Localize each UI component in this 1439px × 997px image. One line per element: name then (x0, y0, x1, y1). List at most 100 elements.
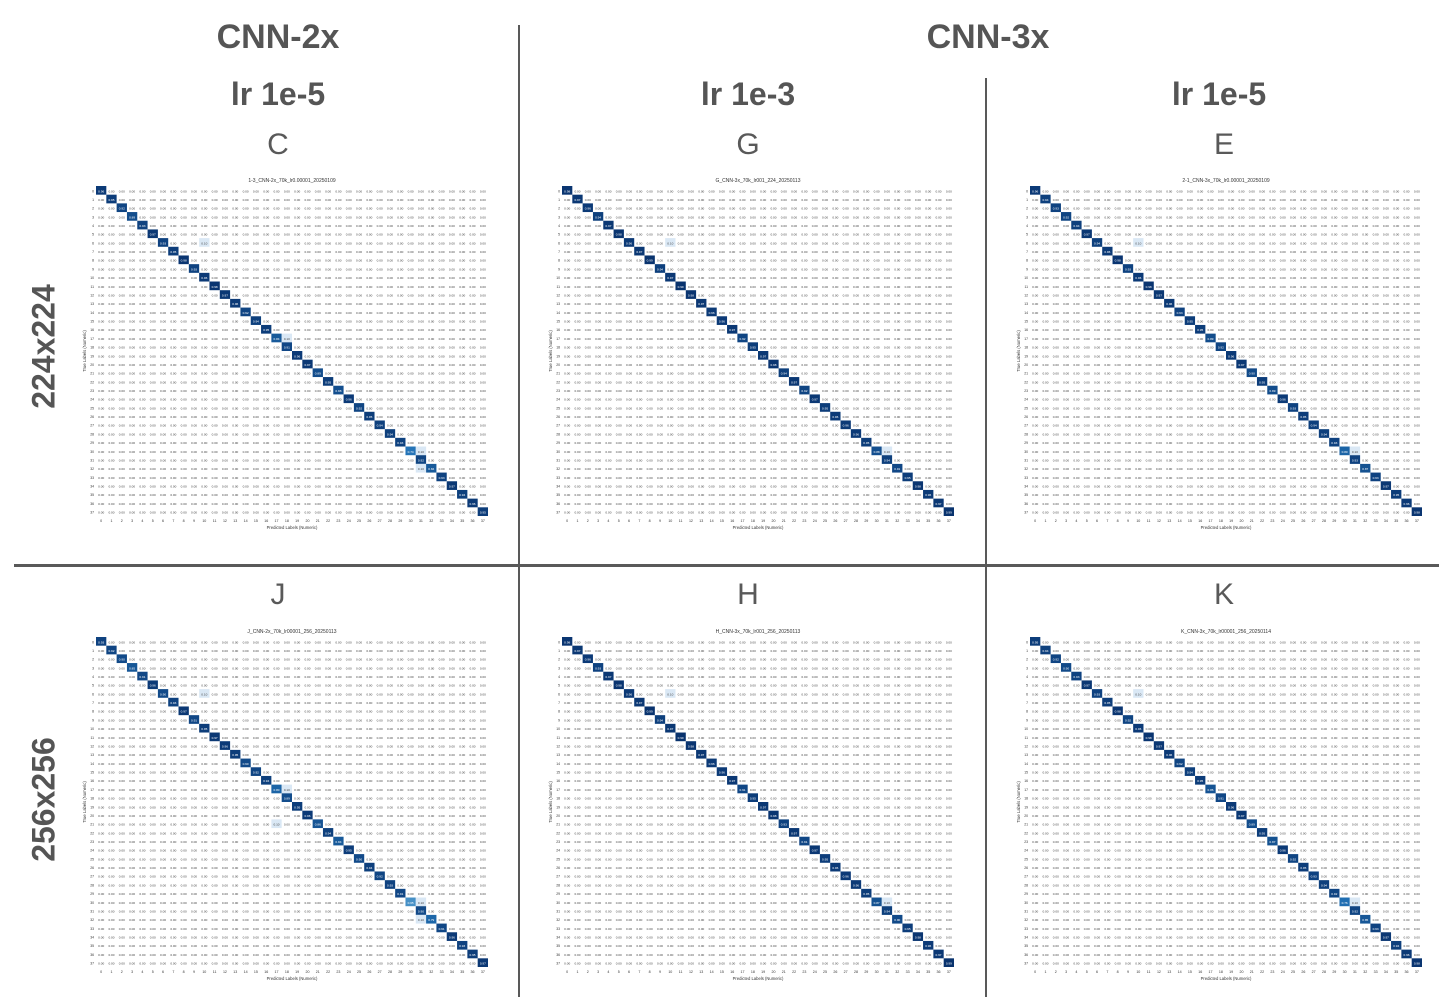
cell-value: 0.00 (170, 424, 176, 428)
cell-value: 0.00 (418, 250, 424, 254)
cell-value: 0.00 (1269, 346, 1275, 350)
cell-value: 0.00 (315, 293, 321, 297)
x-tick-label: 22 (792, 519, 796, 523)
cell-value: 0.00 (119, 320, 125, 324)
cell-value: 0.00 (315, 224, 321, 228)
y-tick-label: 20 (556, 363, 560, 367)
cell-value: 0.00 (243, 511, 249, 515)
cell-value: 0.00 (294, 198, 300, 202)
cell-value: 0.00 (1146, 267, 1152, 271)
cell-value: 0.00 (98, 675, 104, 679)
cell-value: 0.00 (366, 233, 372, 237)
cell-value: 0.00 (574, 215, 580, 219)
cell-value: 0.00 (905, 346, 911, 350)
cell-value: 0.98 (770, 363, 776, 367)
cell-value: 0.00 (1352, 293, 1358, 297)
cell-value: 0.00 (925, 424, 931, 428)
cell-value: 0.00 (449, 511, 455, 515)
cell-value: 0.00 (1104, 198, 1110, 202)
cell-value: 0.00 (636, 511, 642, 515)
cell-value: 0.00 (1383, 285, 1389, 289)
cell-value: 0.00 (740, 320, 746, 324)
cell-value: 0.00 (253, 658, 259, 662)
cell-value: 0.00 (1084, 293, 1090, 297)
cell-value: 0.00 (1352, 363, 1358, 367)
cell-value: 0.00 (678, 493, 684, 497)
cell-value: 0.00 (874, 389, 880, 393)
cell-value: 0.00 (874, 424, 880, 428)
cell-value: 0.00 (304, 666, 310, 670)
cell-value: 0.94 (657, 267, 663, 271)
cell-value: 0.00 (946, 389, 952, 393)
cell-value: 0.00 (377, 692, 383, 696)
cell-value: 0.00 (346, 476, 352, 480)
cell-value: 0.00 (616, 198, 622, 202)
cell-value: 0.00 (750, 406, 756, 410)
cell-value: 0.00 (274, 320, 280, 324)
cell-value: 0.00 (1187, 233, 1193, 237)
cell-value: 0.00 (626, 320, 632, 324)
cell-value: 0.00 (315, 233, 321, 237)
cell-value: 0.00 (1249, 293, 1255, 297)
cell-value: 0.00 (480, 189, 486, 193)
cell-value: 0.00 (1414, 415, 1420, 419)
cell-value: 0.00 (770, 380, 776, 384)
cell-value: 0.00 (1125, 354, 1131, 358)
cell-value: 0.00 (657, 450, 663, 454)
diagonal-cell (426, 463, 437, 473)
cell-value: 0.00 (1073, 346, 1079, 350)
cell-value: 0.00 (428, 389, 434, 393)
cell-value: 0.00 (201, 649, 207, 653)
cell-value: 0.00 (812, 241, 818, 245)
cell-value: 0.00 (170, 363, 176, 367)
cell-value: 0.00 (428, 250, 434, 254)
cell-value: 0.00 (1259, 189, 1265, 193)
cell-value: 0.00 (356, 511, 362, 515)
cell-value: 0.00 (459, 233, 465, 237)
cell-value: 0.00 (657, 511, 663, 515)
cell-value: 0.00 (678, 233, 684, 237)
cell-value: 0.00 (709, 511, 715, 515)
cell-value: 0.00 (428, 432, 434, 436)
cell-value: 0.00 (1084, 380, 1090, 384)
cell-value: 0.00 (822, 233, 828, 237)
cell-value: 0.00 (1373, 233, 1379, 237)
y-tick-label: 4 (558, 224, 560, 228)
cell-value: 0.00 (356, 337, 362, 341)
cell-value: 0.00 (98, 311, 104, 315)
cell-value: 0.00 (397, 675, 403, 679)
cell-value: 0.00 (243, 276, 249, 280)
cell-value: 0.00 (1187, 337, 1193, 341)
cell-value: 0.00 (801, 189, 807, 193)
cell-value: 0.00 (160, 640, 166, 644)
cell-value: 0.00 (397, 198, 403, 202)
cell-value: 0.00 (1280, 493, 1286, 497)
cell-value: 0.00 (150, 207, 156, 211)
cell-value: 0.00 (636, 233, 642, 237)
cell-value: 0.00 (688, 302, 694, 306)
x-tick-label: 6 (1096, 519, 1098, 523)
cell-value: 0.00 (874, 467, 880, 471)
cell-value: 0.00 (1311, 363, 1317, 367)
cell-value: 0.00 (1135, 354, 1141, 358)
cell-value: 0.00 (812, 372, 818, 376)
cell-value: 0.00 (1053, 458, 1059, 462)
x-tick-label: 33 (906, 519, 910, 523)
x-tick-label: 28 (388, 519, 392, 523)
cell-value: 0.00 (936, 372, 942, 376)
cell-value: 0.00 (1414, 467, 1420, 471)
cell-value: 0.00 (936, 346, 942, 350)
cell-value: 0.00 (397, 502, 403, 506)
cell-value: 0.00 (1042, 441, 1048, 445)
cell-value: 0.00 (108, 424, 114, 428)
cell-value: 0.00 (1063, 189, 1069, 193)
cell-value: 0.00 (459, 666, 465, 670)
cell-value: 0.00 (1331, 502, 1337, 506)
cell-value: 0.00 (1032, 424, 1038, 428)
cell-value: 0.96 (98, 189, 104, 193)
cell-value: 0.00 (1197, 467, 1203, 471)
cell-value: 0.00 (408, 380, 414, 384)
cell-value: 0.00 (1290, 493, 1296, 497)
cell-value: 0.00 (1073, 363, 1079, 367)
cell-value: 0.00 (201, 267, 207, 271)
